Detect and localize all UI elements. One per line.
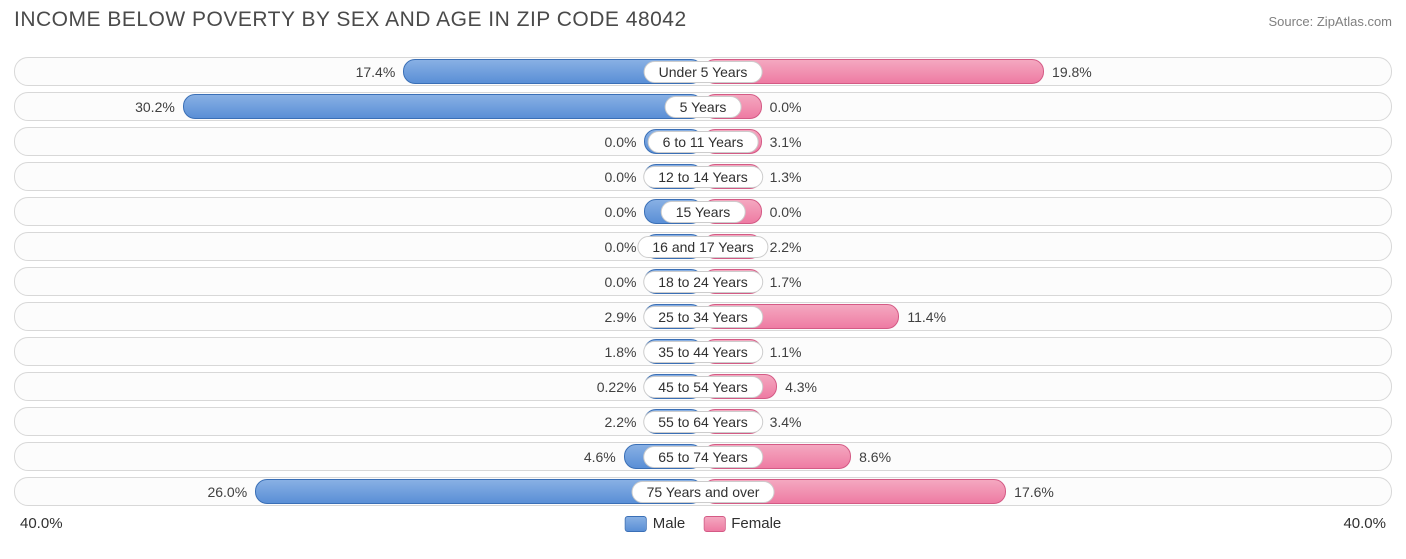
female-half: 1.1% [703, 337, 1392, 366]
category-label: 55 to 64 Years [643, 411, 763, 433]
male-swatch-icon [625, 516, 647, 532]
male-half: 17.4% [14, 57, 703, 86]
female-value-label: 0.0% [770, 99, 802, 115]
female-value-label: 19.8% [1052, 64, 1092, 80]
legend-female: Female [703, 515, 781, 532]
female-half: 1.3% [703, 162, 1392, 191]
female-value-label: 4.3% [785, 379, 817, 395]
male-value-label: 1.8% [605, 344, 637, 360]
female-half: 19.8% [703, 57, 1392, 86]
chart-row: 1.8% 1.1% 35 to 44 Years [14, 334, 1392, 369]
chart-row: 26.0% 17.6% 75 Years and over [14, 474, 1392, 509]
category-label: 5 Years [665, 96, 742, 118]
legend-male: Male [625, 515, 686, 532]
category-label: Under 5 Years [644, 61, 763, 83]
female-half: 11.4% [703, 302, 1392, 331]
category-label: 16 and 17 Years [637, 236, 768, 258]
category-label: 18 to 24 Years [643, 271, 763, 293]
legend: Male Female [625, 515, 782, 532]
category-label: 35 to 44 Years [643, 341, 763, 363]
female-value-label: 1.1% [770, 344, 802, 360]
chart-row: 4.6% 8.6% 65 to 74 Years [14, 439, 1392, 474]
female-value-label: 3.1% [770, 134, 802, 150]
category-label: 75 Years and over [632, 481, 775, 503]
male-value-label: 30.2% [135, 99, 175, 115]
female-value-label: 0.0% [770, 204, 802, 220]
chart-row: 2.2% 3.4% 55 to 64 Years [14, 404, 1392, 439]
male-value-label: 0.0% [605, 274, 637, 290]
male-half: 0.0% [14, 232, 703, 261]
male-half: 0.22% [14, 372, 703, 401]
male-half: 30.2% [14, 92, 703, 121]
male-half: 0.0% [14, 127, 703, 156]
chart-area: 17.4% 19.8% Under 5 Years 30.2% 0.0% 5 Years 0… [14, 54, 1392, 509]
category-label: 12 to 14 Years [643, 166, 763, 188]
male-half: 2.2% [14, 407, 703, 436]
source-label: Source: ZipAtlas.com [1268, 14, 1392, 29]
male-half: 0.0% [14, 197, 703, 226]
male-value-label: 17.4% [356, 64, 396, 80]
female-value-label: 17.6% [1014, 484, 1054, 500]
chart-row: 0.0% 3.1% 6 to 11 Years [14, 124, 1392, 159]
category-label: 45 to 54 Years [643, 376, 763, 398]
female-swatch-icon [703, 516, 725, 532]
male-value-label: 4.6% [584, 449, 616, 465]
female-half: 4.3% [703, 372, 1392, 401]
chart-row: 30.2% 0.0% 5 Years [14, 89, 1392, 124]
female-half: 8.6% [703, 442, 1392, 471]
female-half: 1.7% [703, 267, 1392, 296]
male-value-label: 0.0% [605, 169, 637, 185]
female-half: 17.6% [703, 477, 1392, 506]
male-value-label: 0.0% [605, 134, 637, 150]
female-value-label: 3.4% [770, 414, 802, 430]
female-half: 0.0% [703, 197, 1392, 226]
male-value-label: 0.0% [605, 204, 637, 220]
female-value-label: 8.6% [859, 449, 891, 465]
female-value-label: 1.7% [770, 274, 802, 290]
male-half: 0.0% [14, 267, 703, 296]
chart-row: 2.9% 11.4% 25 to 34 Years [14, 299, 1392, 334]
category-label: 6 to 11 Years [648, 131, 759, 153]
axis-max-left: 40.0% [20, 515, 63, 532]
chart-row: 0.22% 4.3% 45 to 54 Years [14, 369, 1392, 404]
chart-row: 0.0% 1.3% 12 to 14 Years [14, 159, 1392, 194]
male-bar [183, 94, 703, 119]
male-half: 1.8% [14, 337, 703, 366]
chart-row: 0.0% 2.2%16 and 17 Years [14, 229, 1392, 264]
male-value-label: 26.0% [207, 484, 247, 500]
male-value-label: 0.22% [597, 379, 637, 395]
chart-row: 0.0% 1.7% 18 to 24 Years [14, 264, 1392, 299]
male-half: 26.0% [14, 477, 703, 506]
chart-row: 0.0% 0.0% 15 Years [14, 194, 1392, 229]
category-label: 65 to 74 Years [643, 446, 763, 468]
female-half: 3.1% [703, 127, 1392, 156]
female-value-label: 1.3% [770, 169, 802, 185]
axis-max-right: 40.0% [1343, 515, 1386, 532]
chart-row: 17.4% 19.8% Under 5 Years [14, 54, 1392, 89]
female-half: 0.0% [703, 92, 1392, 121]
legend-male-label: Male [653, 515, 686, 532]
female-half: 3.4% [703, 407, 1392, 436]
female-value-label: 11.4% [907, 309, 946, 325]
female-value-label: 2.2% [770, 239, 802, 255]
male-half: 4.6% [14, 442, 703, 471]
male-value-label: 2.9% [605, 309, 637, 325]
category-label: 15 Years [661, 201, 746, 223]
legend-female-label: Female [731, 515, 781, 532]
male-half: 2.9% [14, 302, 703, 331]
female-half: 2.2% [703, 232, 1392, 261]
chart-title: INCOME BELOW POVERTY BY SEX AND AGE IN Z… [14, 8, 687, 32]
male-value-label: 2.2% [605, 414, 637, 430]
male-value-label: 0.0% [605, 239, 637, 255]
male-half: 0.0% [14, 162, 703, 191]
category-label: 25 to 34 Years [643, 306, 763, 328]
